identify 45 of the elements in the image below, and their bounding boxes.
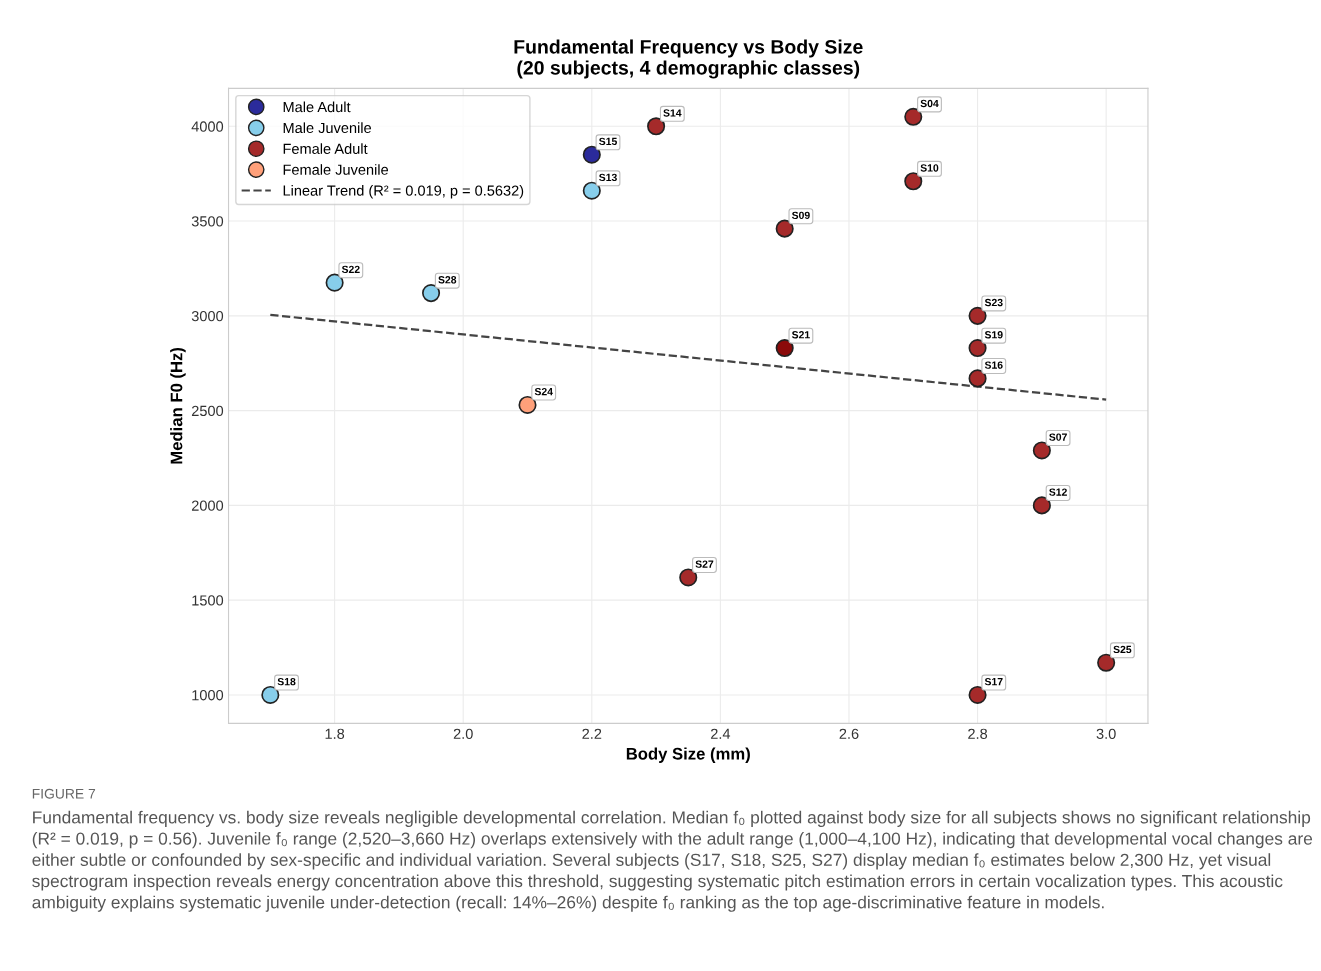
annotation: S15 <box>599 137 617 146</box>
y-axis-title: Median F0 (Hz) <box>170 347 186 464</box>
annotation: S13 <box>599 173 617 182</box>
annotation: S07 <box>1049 433 1067 441</box>
annotation: S21 <box>791 331 810 339</box>
y-tick-label: 2500 <box>191 405 224 417</box>
point <box>518 395 537 414</box>
y-tick-label: 3000 <box>191 310 224 322</box>
annotation: S12 <box>1049 488 1067 496</box>
point <box>582 145 601 164</box>
annotation: S22 <box>341 265 360 274</box>
legend-label: Female Adult <box>283 143 368 154</box>
chart-title: Fundamental Frequency vs Body Size (20 subjects, 4 demographic classes) <box>514 39 863 79</box>
text: Fundamental frequency vs. body size reveals negligible developmental correlation. Median f₀ plotted against body size for all subjects shows no significant relationship (R² = 0.019, p = 0.56). Juvenile f₀ range (2,520–3,660 Hz) overlaps extensively with the adult range (1,000–4,100 Hz), indicating that developmental vocal changes are either subtle or confounded by sex-specific and individual variation. Several subjects (S17, S18, S25, S27) display median f₀ estimates below 2,300 Hz, yet visual spectrogram inspection reveals energy concentration above this threshold, suggesting systematic pitch estimation errors in certain vocalization types. This acoustic ambiguity explains systematic juvenile under-detection (recall: 14%–26%) despite f₀ ranking as the top age-discriminative feature in models. <box>32 810 1313 912</box>
annotation: S28 <box>438 276 457 284</box>
annotation: S17 <box>984 677 1003 686</box>
x-tick-label: 2.4 <box>710 728 731 739</box>
annotation: S23 <box>984 298 1003 307</box>
y-tick-label: 1500 <box>192 595 224 606</box>
annotation: S10 <box>920 164 939 172</box>
legend-label: Male Juvenile <box>283 122 372 134</box>
annotation: S18 <box>277 677 296 686</box>
legend-label: Male Adult <box>283 101 351 113</box>
x-tick-label: 3.0 <box>1096 728 1116 739</box>
annotation: S04 <box>920 99 939 108</box>
x-tick-label: 2.6 <box>839 728 859 739</box>
x-tick-label: 2.0 <box>453 728 473 739</box>
annotation: S14 <box>663 109 682 117</box>
x-axis-title: Body Size (mm) <box>626 747 750 763</box>
x-tick-label: 2.2 <box>582 728 602 739</box>
y-tick-label: 1000 <box>192 690 224 701</box>
legend-label: Linear Trend (R² = 0.019, p = 0.5632) <box>283 185 524 199</box>
annotation: S25 <box>1113 645 1132 654</box>
annotation: S24 <box>534 387 553 396</box>
annotation: S19 <box>984 331 1003 339</box>
annotation: S27 <box>695 560 714 568</box>
legend-label: Female Juvenile <box>283 164 389 175</box>
caption: FIGURE 7 <box>32 788 96 799</box>
y-tick-label: 4000 <box>191 121 224 132</box>
y-tick-label: 3500 <box>191 216 224 227</box>
annotation: S09 <box>791 211 810 220</box>
y-tick-label: 2000 <box>191 500 224 511</box>
annotation: S16 <box>984 361 1003 369</box>
x-tick-label: 2.8 <box>968 728 988 739</box>
x-tick-label: 1.8 <box>325 728 345 739</box>
